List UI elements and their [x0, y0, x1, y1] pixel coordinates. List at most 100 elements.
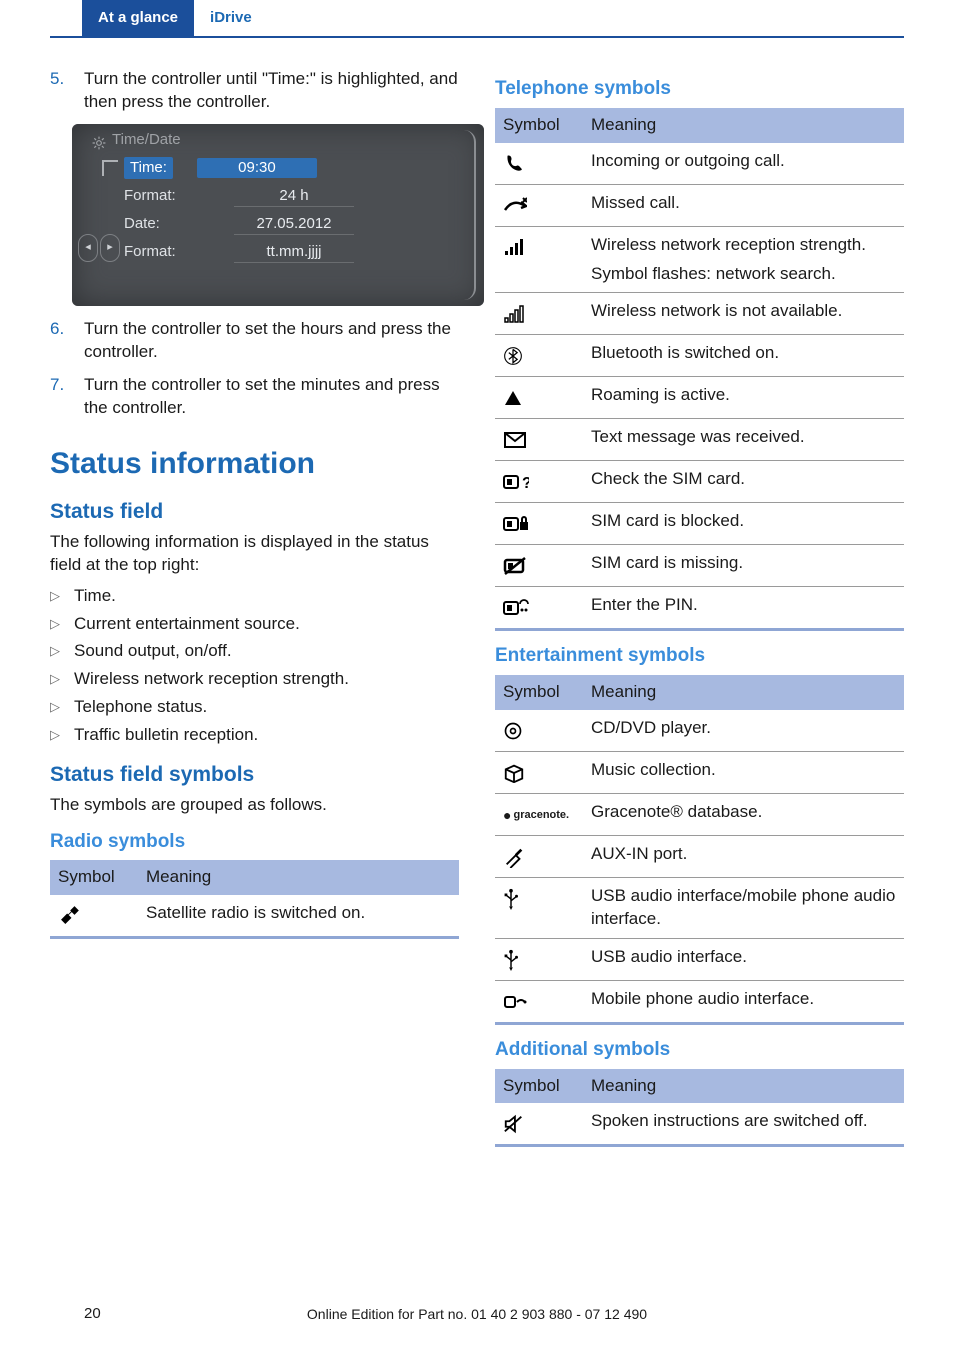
th-symbol: Symbol — [495, 108, 583, 143]
step-text: Turn the controller until "Time:" is hig… — [84, 68, 459, 114]
h3-additional-symbols: Additional symbols — [495, 1037, 904, 1063]
h1-status-information: Status information — [50, 444, 459, 485]
table-row: USB audio interface. — [495, 938, 904, 980]
h3-radio-symbols: Radio symbols — [50, 829, 459, 855]
shot-row-format2: Format: tt.mm.jjjj — [124, 238, 472, 266]
table-row: Enter the PIN. — [495, 587, 904, 630]
th-meaning: Meaning — [138, 860, 459, 895]
shot-row-format1: Format: 24 h — [124, 182, 472, 210]
step-7: 7. Turn the controller to set the minute… — [50, 374, 459, 420]
list-item: Current entertainment source. — [74, 613, 300, 636]
entertainment-symbols-table: Symbol Meaning CD/DVD player. Music coll… — [495, 675, 904, 1025]
table-row: SIM card is missing. — [495, 545, 904, 587]
step-6: 6. Turn the controller to set the hours … — [50, 318, 459, 364]
meaning: Text message was received. — [583, 419, 904, 461]
status-field-list: Time. Current entertainment source. Soun… — [50, 585, 459, 748]
left-column: 5. Turn the controller until "Time:" is … — [50, 64, 459, 1157]
meaning: Mobile phone audio interface. — [583, 980, 904, 1023]
screenshot-arrows: ◂ ▸ — [78, 234, 120, 262]
th-meaning: Meaning — [583, 108, 904, 143]
header-rule — [50, 36, 904, 38]
screenshot-bracket — [102, 160, 118, 176]
th-meaning: Meaning — [583, 675, 904, 710]
table-row: gracenote. Gracenote® database. — [495, 794, 904, 836]
table-row: AUX-IN port. — [495, 836, 904, 878]
step-number: 5. — [50, 68, 70, 114]
shot-row-time: Time: 09:30 — [124, 154, 472, 182]
th-symbol: Symbol — [495, 675, 583, 710]
meaning: USB audio interface. — [583, 938, 904, 980]
telephone-symbols-table: Symbol Meaning Incoming or outgoing call… — [495, 108, 904, 632]
table-row: Satellite radio is switched on. — [50, 895, 459, 938]
tab-at-a-glance[interactable]: At a glance — [82, 0, 194, 36]
step-5: 5. Turn the controller until "Time:" is … — [50, 68, 459, 114]
meaning: Check the SIM card. — [583, 461, 904, 503]
gracenote-icon: gracenote. — [495, 794, 583, 836]
table-row: USB audio interface/mobile phone audio i… — [495, 878, 904, 939]
table-row: Missed call. — [495, 184, 904, 226]
satellite-icon — [50, 895, 138, 938]
meaning: Gracenote® database. — [583, 794, 904, 836]
table-row: CD/DVD player. — [495, 710, 904, 752]
meaning: Wireless network is not available. — [583, 293, 904, 335]
table-row: Incoming or outgoing call. — [495, 143, 904, 185]
shot-arrow-left-icon: ◂ — [78, 234, 98, 262]
step-text: Turn the controller to set the hours and… — [84, 318, 459, 364]
meaning: Incoming or outgoing call. — [583, 143, 904, 185]
meaning: AUX-IN port. — [583, 836, 904, 878]
th-symbol: Symbol — [50, 860, 138, 895]
meaning: Roaming is active. — [583, 377, 904, 419]
additional-symbols-table: Symbol Meaning Spoken instructions are s… — [495, 1069, 904, 1148]
table-row: Text message was received. — [495, 419, 904, 461]
list-item: Time. — [74, 585, 116, 608]
sim-question-icon: ? — [495, 461, 583, 503]
h2-status-field-symbols: Status field symbols — [50, 761, 459, 789]
aux-jack-icon — [495, 836, 583, 878]
signal-bars-icon — [495, 226, 583, 293]
symbols-intro: The symbols are grouped as follows. — [50, 794, 459, 817]
meaning: Satellite radio is switched on. — [138, 895, 459, 938]
header-tabs: At a glance iDrive — [82, 0, 904, 36]
music-collection-icon — [495, 752, 583, 794]
meaning: USB audio interface/mobile phone audio i… — [583, 878, 904, 939]
phone-handset-icon — [495, 143, 583, 185]
envelope-icon — [495, 419, 583, 461]
table-row: Bluetooth is switched on. — [495, 335, 904, 377]
speaker-off-icon — [495, 1103, 583, 1146]
meaning: Bluetooth is switched on. — [583, 335, 904, 377]
list-item: Traffic bulletin reception. — [74, 724, 258, 747]
mobile-audio-icon — [495, 980, 583, 1023]
sim-lock-icon — [495, 503, 583, 545]
sim-pin-icon — [495, 587, 583, 630]
th-symbol: Symbol — [495, 1069, 583, 1104]
table-row: Spoken instructions are switched off. — [495, 1103, 904, 1146]
table-row: Music collection. — [495, 752, 904, 794]
footer-line: Online Edition for Part no. 01 40 2 903 … — [0, 1305, 954, 1324]
step-number: 6. — [50, 318, 70, 364]
sim-missing-icon — [495, 545, 583, 587]
tab-idrive[interactable]: iDrive — [194, 0, 268, 36]
step-number: 7. — [50, 374, 70, 420]
meaning: Enter the PIN. — [583, 587, 904, 630]
right-column: Telephone symbols Symbol Meaning Incomin… — [495, 64, 904, 1157]
list-item: Telephone status. — [74, 696, 207, 719]
signal-bars-outline-icon — [495, 293, 583, 335]
meaning: Music collection. — [583, 752, 904, 794]
meaning: Wireless network reception strength. Sym… — [583, 226, 904, 293]
usb-icon — [495, 938, 583, 980]
table-row: Roaming is active. — [495, 377, 904, 419]
th-meaning: Meaning — [583, 1069, 904, 1104]
usb-icon — [495, 878, 583, 939]
list-item: Sound output, on/off. — [74, 640, 232, 663]
idrive-screenshot: Time/Date Time: 09:30 Format: 24 h — [72, 124, 484, 306]
gear-icon — [92, 133, 106, 147]
list-item: Wireless network reception strength. — [74, 668, 349, 691]
table-row: ? Check the SIM card. — [495, 461, 904, 503]
svg-text:?: ? — [522, 475, 529, 492]
h3-telephone-symbols: Telephone symbols — [495, 76, 904, 102]
roaming-triangle-icon — [495, 377, 583, 419]
shot-arrow-right-icon: ▸ — [100, 234, 120, 262]
table-row: Mobile phone audio interface. — [495, 980, 904, 1023]
h3-entertainment-symbols: Entertainment symbols — [495, 643, 904, 669]
disc-icon — [495, 710, 583, 752]
